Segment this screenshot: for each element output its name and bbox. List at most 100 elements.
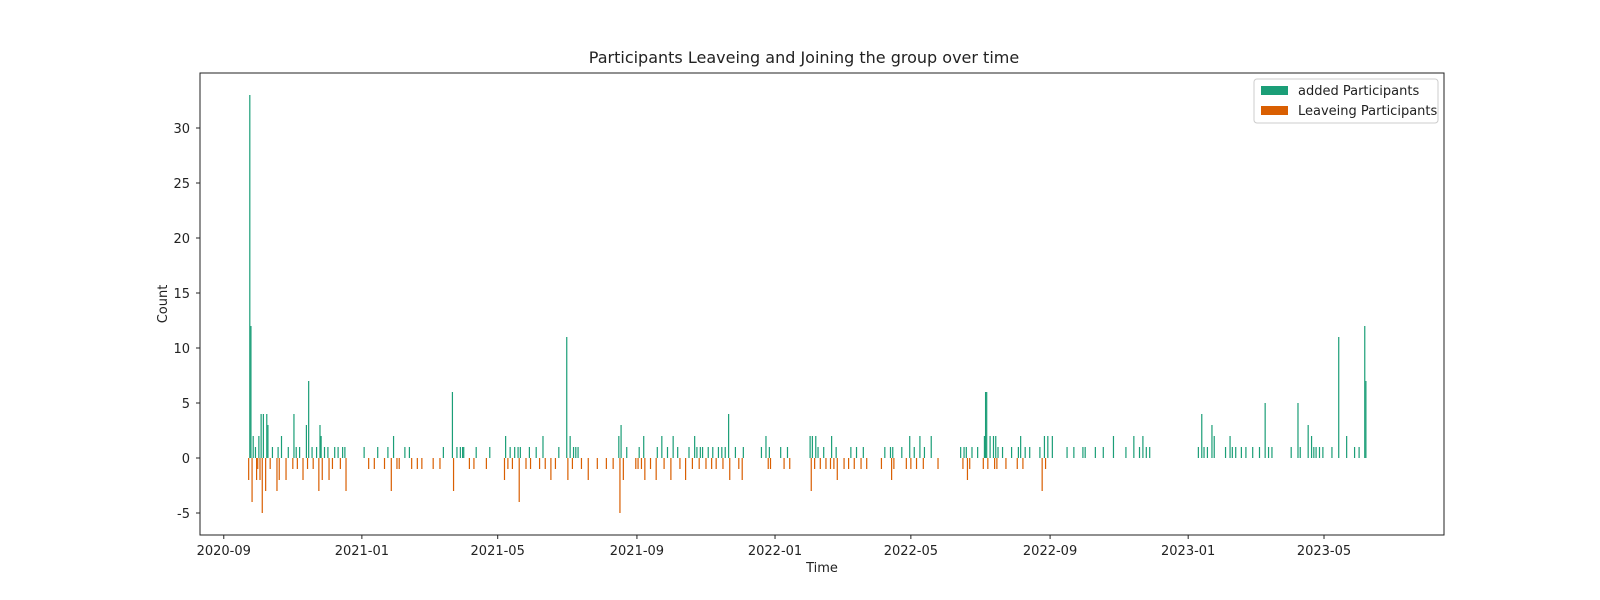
bar-added xyxy=(1024,447,1026,458)
bar-added xyxy=(1011,447,1013,458)
bar-added xyxy=(1201,414,1203,458)
bar-leaving xyxy=(915,458,918,469)
bar-added xyxy=(620,425,622,458)
bar-added xyxy=(299,447,301,458)
y-tick-label: 0 xyxy=(182,452,190,467)
bar-added xyxy=(901,447,903,458)
bar-added xyxy=(817,447,819,458)
bar-leaving xyxy=(622,458,624,480)
bar-added xyxy=(1125,447,1127,458)
bar-added xyxy=(1020,436,1022,458)
bar-added xyxy=(249,95,251,458)
bar-added xyxy=(1149,447,1151,458)
bar-leaving xyxy=(969,458,971,469)
legend-label-leaving: Leaveing Participants xyxy=(1298,104,1437,119)
bar-added xyxy=(1267,447,1270,458)
y-tick-label: 25 xyxy=(173,177,190,192)
bar-added xyxy=(442,447,444,458)
bar-added xyxy=(1082,447,1084,458)
bar-leaving xyxy=(1041,458,1043,491)
bar-leaving xyxy=(432,458,434,469)
bar-added xyxy=(1315,447,1317,458)
bar-leaving xyxy=(655,458,657,480)
bar-added xyxy=(262,414,264,458)
bar-added xyxy=(965,447,967,458)
bar-leaving xyxy=(529,458,532,469)
bar-leaving xyxy=(525,458,527,469)
bar-added xyxy=(1264,403,1266,458)
bar-added xyxy=(1142,436,1144,458)
bar-added xyxy=(569,436,571,458)
plot-frame xyxy=(199,72,1445,536)
bar-added xyxy=(319,425,321,458)
bar-leaving xyxy=(452,458,455,491)
bar-added xyxy=(305,425,307,458)
bar-added xyxy=(666,447,669,458)
bar-added xyxy=(1252,447,1254,458)
bar-leaving xyxy=(910,458,912,469)
bar-added xyxy=(1231,447,1233,458)
bar-added xyxy=(1001,447,1004,458)
bar-leaving xyxy=(825,458,827,469)
bar-leaving xyxy=(691,458,693,469)
bar-added xyxy=(765,436,767,458)
bar-leaving xyxy=(635,458,637,469)
bar-added xyxy=(1138,447,1141,458)
bar-added xyxy=(392,436,395,458)
bar-added xyxy=(1338,337,1340,458)
bar-leaving xyxy=(612,458,614,469)
bar-added xyxy=(1331,447,1333,458)
bar-added xyxy=(1043,436,1046,458)
bar-leaving xyxy=(783,458,785,469)
bar-leaving xyxy=(269,458,271,469)
bar-added xyxy=(721,447,723,458)
bar-added xyxy=(923,447,926,458)
bar-added xyxy=(342,447,344,458)
bar-leaving xyxy=(396,458,398,469)
bar-leaving xyxy=(285,458,287,480)
bar-leaving xyxy=(922,458,924,469)
bar-added xyxy=(250,326,252,458)
bar-added xyxy=(1290,447,1292,458)
bar-added xyxy=(387,447,389,458)
bar-leaving xyxy=(843,458,845,469)
bar-leaving xyxy=(421,458,423,469)
bar-added xyxy=(517,447,519,458)
x-tick-label: 2022-09 xyxy=(1023,544,1077,559)
bar-leaving xyxy=(312,458,314,469)
bar-leaving xyxy=(987,458,989,469)
y-tick-label: 20 xyxy=(173,232,190,247)
bar-added xyxy=(909,436,911,458)
bar-added xyxy=(519,447,521,458)
bar-added xyxy=(919,436,921,458)
x-axis: 2020-09 2021-01 2021-05 2021-09 2022-01 2022-… xyxy=(197,535,1351,559)
bars-group xyxy=(248,95,1367,513)
bar-leaving xyxy=(711,458,713,469)
bar-leaving xyxy=(511,458,514,469)
bar-leaving xyxy=(306,458,309,469)
bar-added xyxy=(1364,326,1366,458)
bar-leaving xyxy=(383,458,386,469)
bar-added xyxy=(997,447,999,458)
chart-title: Participants Leaveing and Joining the gr… xyxy=(589,48,1019,67)
bar-added xyxy=(535,447,537,458)
bar-leaving xyxy=(390,458,392,491)
bar-added xyxy=(626,447,628,458)
bar-added xyxy=(656,447,658,458)
bar-added xyxy=(963,447,965,458)
bar-added xyxy=(451,392,454,458)
bar-added xyxy=(983,436,986,458)
bar-leaving xyxy=(1044,458,1047,469)
bar-leaving xyxy=(705,458,707,469)
bar-added xyxy=(1066,447,1068,458)
bar-leaving xyxy=(331,458,334,469)
bar-added xyxy=(638,447,640,458)
bar-leaving xyxy=(640,458,643,469)
bar-added xyxy=(786,447,789,458)
x-tick-label: 2023-05 xyxy=(1297,544,1351,559)
bar-leaving xyxy=(265,458,267,491)
y-tick-label: 30 xyxy=(173,122,190,137)
bar-leaving xyxy=(715,458,717,469)
bar-added xyxy=(1039,447,1041,458)
